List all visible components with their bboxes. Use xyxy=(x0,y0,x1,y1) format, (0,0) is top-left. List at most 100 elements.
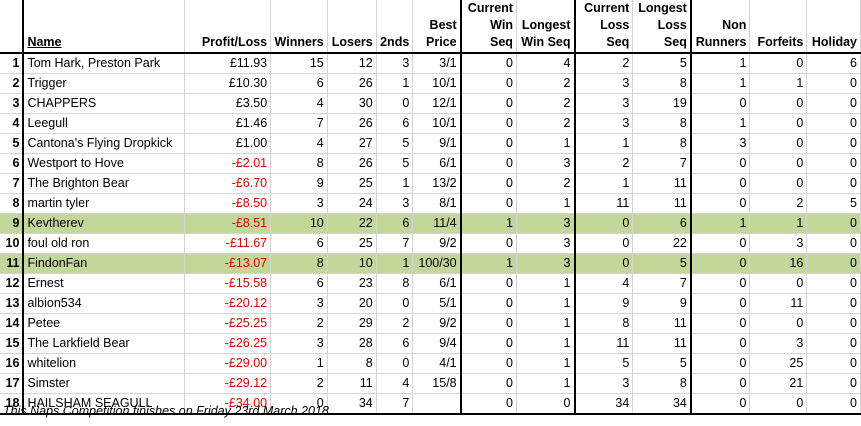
non-runners-cell: 0 xyxy=(690,373,751,394)
winners-cell: 6 xyxy=(270,73,328,94)
current-win-seq-cell: 0 xyxy=(460,313,517,334)
table-body: 1 Tom Hark, Preston Park £11.93 15 12 3 3/1 0 4 2… xyxy=(0,53,861,415)
longest-loss-seq-cell: 8 xyxy=(632,373,692,394)
losers-cell: 26 xyxy=(327,153,377,174)
losers-cell: 34 xyxy=(327,393,377,415)
winners-cell: 7 xyxy=(270,113,328,134)
table-row: 4 Leegull £1.46 7 26 6 10/1 0 2 3 8 1 0 0 xyxy=(0,113,861,134)
best-price-cell: 9/2 xyxy=(412,313,462,334)
profit-loss-cell: £3.50 xyxy=(184,93,272,114)
holiday-cell: 0 xyxy=(806,353,861,374)
profit-loss-cell: -£25.25 xyxy=(184,313,272,334)
header-name: Name xyxy=(23,0,186,54)
non-runners-cell: 0 xyxy=(690,93,751,114)
longest-win-seq-cell: 1 xyxy=(516,273,576,294)
current-loss-seq-cell: 2 xyxy=(574,153,634,174)
seconds-cell: 6 xyxy=(376,333,414,354)
header-current-loss-seq: Current Loss Seq xyxy=(574,0,634,54)
longest-win-seq-cell: 2 xyxy=(516,113,576,134)
best-price-cell: 15/8 xyxy=(412,373,462,394)
table-row: 13 albion534 -£20.12 3 20 0 5/1 0 1 9 9 0 11 0 xyxy=(0,293,861,314)
longest-loss-seq-cell: 8 xyxy=(632,73,692,94)
profit-loss-cell: -£20.12 xyxy=(184,293,272,314)
winners-cell: 8 xyxy=(270,153,328,174)
profit-loss-cell: -£2.01 xyxy=(184,153,272,174)
name-cell: Leegull xyxy=(23,113,186,134)
longest-loss-seq-cell: 11 xyxy=(632,333,692,354)
forfeits-cell: 0 xyxy=(749,113,808,134)
header-non-runners: Non Runners xyxy=(690,0,751,54)
holiday-cell: 0 xyxy=(806,173,861,194)
current-win-seq-cell: 0 xyxy=(460,133,517,154)
longest-win-seq-cell: 1 xyxy=(516,313,576,334)
losers-cell: 12 xyxy=(327,53,377,74)
header-best-price: Best Price xyxy=(412,0,462,54)
position-cell: 10 xyxy=(0,233,25,254)
header-row: Name Profit/Loss Winners Losers 2nds Bes… xyxy=(0,0,861,54)
table-row: 10 foul old ron -£11.67 6 25 7 9/2 0 3 0 22 0 3 0 xyxy=(0,233,861,254)
longest-win-seq-cell: 3 xyxy=(516,213,576,234)
forfeits-cell: 11 xyxy=(749,293,808,314)
table-row: 6 Westport to Hove -£2.01 8 26 5 6/1 0 3 2 7 0 0 0 xyxy=(0,153,861,174)
winners-cell: 9 xyxy=(270,173,328,194)
non-runners-cell: 0 xyxy=(690,293,751,314)
non-runners-cell: 1 xyxy=(690,213,751,234)
name-cell: Westport to Hove xyxy=(23,153,186,174)
table-row: 18 HAILSHAM SEAGULL -£34.00 0 34 7 0 0 34 34 0 0 0 xyxy=(0,393,861,415)
seconds-cell: 6 xyxy=(376,213,414,234)
longest-win-seq-cell: 1 xyxy=(516,133,576,154)
current-win-seq-cell: 0 xyxy=(460,93,517,114)
best-price-cell: 100/30 xyxy=(412,253,462,274)
winners-cell: 6 xyxy=(270,273,328,294)
naps-league-table: Name Profit/Loss Winners Losers 2nds Bes… xyxy=(0,0,861,415)
holiday-cell: 0 xyxy=(806,253,861,274)
winners-cell: 0 xyxy=(270,393,328,415)
current-loss-seq-cell: 8 xyxy=(574,313,634,334)
seconds-cell: 2 xyxy=(376,313,414,334)
position-cell: 8 xyxy=(0,193,25,214)
name-cell: albion534 xyxy=(23,293,186,314)
forfeits-cell: 21 xyxy=(749,373,808,394)
forfeits-cell: 0 xyxy=(749,393,808,415)
name-cell: Kevtherev xyxy=(23,213,186,234)
current-loss-seq-cell: 4 xyxy=(574,273,634,294)
best-price-cell: 9/2 xyxy=(412,233,462,254)
forfeits-cell: 0 xyxy=(749,173,808,194)
holiday-cell: 0 xyxy=(806,293,861,314)
position-cell: 12 xyxy=(0,273,25,294)
longest-loss-seq-cell: 9 xyxy=(632,293,692,314)
longest-loss-seq-cell: 34 xyxy=(632,393,692,415)
table-row: 3 CHAPPERS £3.50 4 30 0 12/1 0 2 3 19 0 0 0 xyxy=(0,93,861,114)
non-runners-cell: 1 xyxy=(690,73,751,94)
longest-win-seq-cell: 1 xyxy=(516,333,576,354)
losers-cell: 10 xyxy=(327,253,377,274)
forfeits-cell: 0 xyxy=(749,273,808,294)
header-losers: Losers xyxy=(327,0,377,54)
header-profit: Profit/Loss xyxy=(184,0,272,54)
non-runners-cell: 0 xyxy=(690,393,751,415)
longest-loss-seq-cell: 11 xyxy=(632,173,692,194)
best-price-cell: 4/1 xyxy=(412,353,462,374)
name-cell: foul old ron xyxy=(23,233,186,254)
seconds-cell: 0 xyxy=(376,293,414,314)
profit-loss-cell: -£29.00 xyxy=(184,353,272,374)
non-runners-cell: 1 xyxy=(690,113,751,134)
position-cell: 2 xyxy=(0,73,25,94)
profit-loss-cell: -£34.00 xyxy=(184,393,272,415)
holiday-cell: 6 xyxy=(806,53,861,74)
header-winners: Winners xyxy=(270,0,328,54)
name-cell: Simster xyxy=(23,373,186,394)
profit-loss-cell: -£11.67 xyxy=(184,233,272,254)
current-loss-seq-cell: 0 xyxy=(574,213,634,234)
longest-loss-seq-cell: 7 xyxy=(632,273,692,294)
seconds-cell: 0 xyxy=(376,93,414,114)
seconds-cell: 7 xyxy=(376,233,414,254)
best-price-cell: 3/1 xyxy=(412,53,462,74)
position-cell: 13 xyxy=(0,293,25,314)
current-win-seq-cell: 0 xyxy=(460,233,517,254)
table-row: 8 martin tyler -£8.50 3 24 3 8/1 0 1 11 11 0 2 5 xyxy=(0,193,861,214)
name-cell: HAILSHAM SEAGULL xyxy=(23,393,186,415)
current-win-seq-cell: 0 xyxy=(460,353,517,374)
winners-cell: 3 xyxy=(270,193,328,214)
current-win-seq-cell: 0 xyxy=(460,53,517,74)
